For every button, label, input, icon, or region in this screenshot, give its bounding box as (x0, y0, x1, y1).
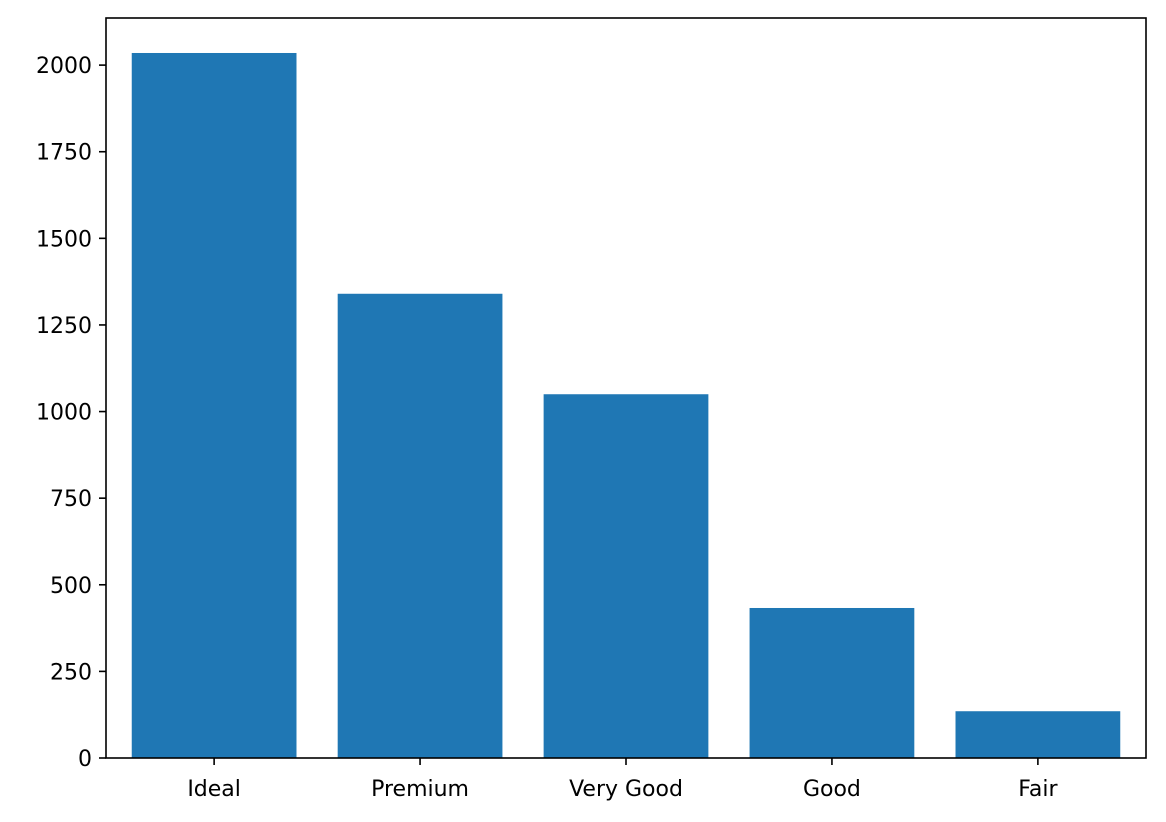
bars-group (131, 52, 1121, 758)
y-tick-label: 250 (50, 660, 92, 685)
x-tick-label: Very Good (569, 777, 683, 802)
x-tick-label: Ideal (187, 777, 241, 802)
bar-ideal (131, 52, 297, 758)
x-tick-label: Good (803, 777, 861, 802)
y-tick-label: 2000 (36, 54, 92, 79)
y-tick-label: 1000 (36, 401, 92, 426)
y-tick-label: 750 (50, 487, 92, 512)
x-axis-ticks: Ideal Premium Very Good Good Fair (187, 758, 1058, 802)
y-axis-ticks: 0 250 500 750 1000 1250 1500 1750 2000 (36, 54, 106, 772)
x-tick-label: Premium (371, 777, 469, 802)
bar-premium (337, 293, 503, 758)
bar-very-good (543, 394, 709, 758)
y-tick-label: 0 (78, 747, 92, 772)
bar-fair (955, 711, 1121, 758)
plot-frame (105, 17, 1147, 759)
y-tick-label: 1750 (36, 141, 92, 166)
bar-good (749, 607, 915, 758)
x-tick-label: Fair (1018, 777, 1058, 802)
y-tick-label: 500 (50, 574, 92, 599)
y-tick-label: 1500 (36, 227, 92, 252)
y-tick-label: 1250 (36, 314, 92, 339)
